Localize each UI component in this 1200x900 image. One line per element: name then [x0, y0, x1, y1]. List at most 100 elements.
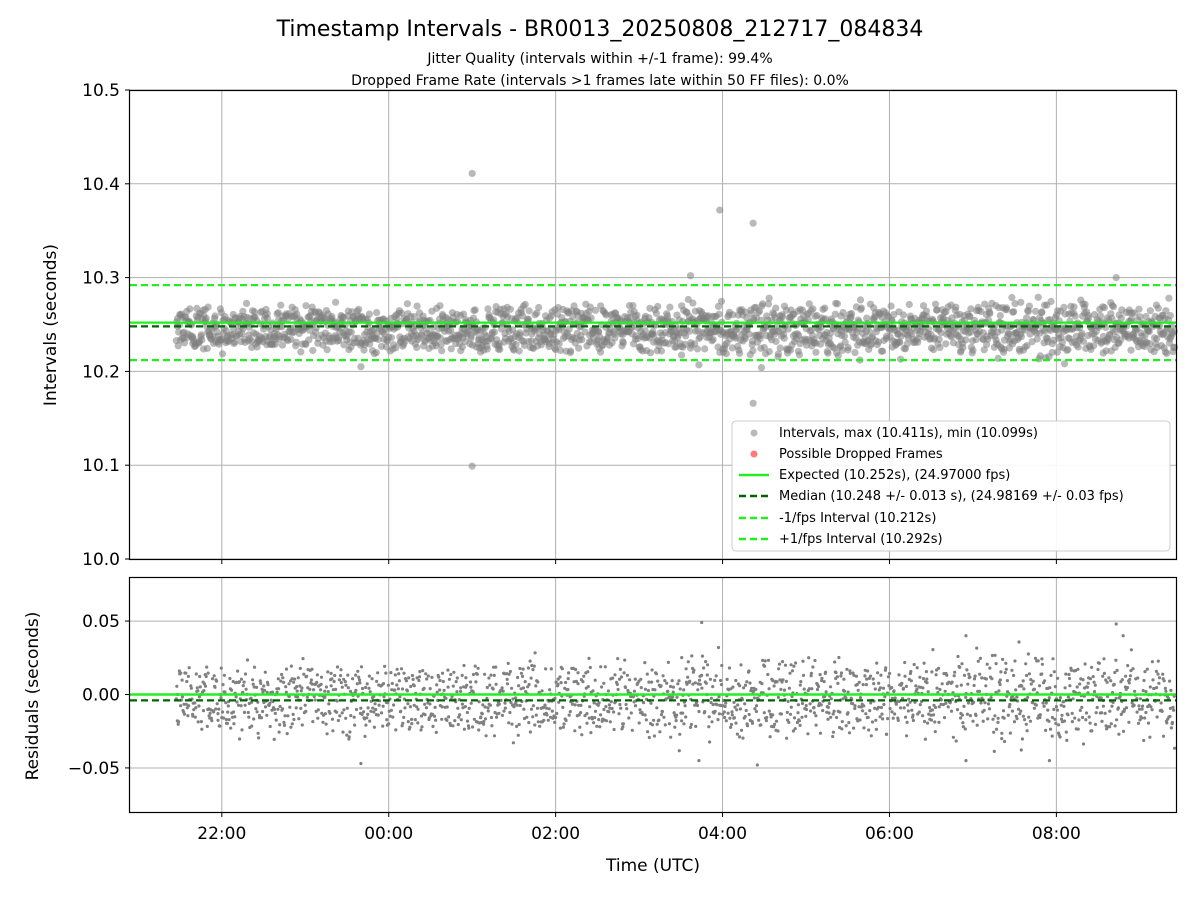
residual-point	[409, 684, 413, 689]
residual-point	[893, 696, 897, 700]
residual-point	[621, 725, 625, 729]
residual-point	[934, 673, 938, 677]
residual-point	[237, 680, 241, 684]
residual-point	[703, 710, 707, 714]
interval-point	[278, 341, 287, 349]
residual-point	[1029, 682, 1033, 686]
interval-point	[302, 302, 310, 310]
residual-outlier-5	[755, 763, 759, 767]
residual-point	[554, 715, 558, 720]
residual-point	[835, 675, 840, 679]
residual-point	[467, 726, 471, 730]
residual-point	[991, 717, 995, 721]
residual-point	[256, 731, 260, 735]
residual-point	[500, 686, 504, 690]
residual-point	[538, 724, 542, 728]
residual-point	[942, 716, 947, 720]
residual-point	[734, 721, 738, 725]
residual-point	[240, 728, 244, 732]
residual-point	[308, 687, 312, 692]
interval-point	[1048, 348, 1056, 357]
residual-point	[943, 689, 947, 693]
residual-point	[198, 674, 202, 679]
residual-point	[262, 684, 266, 688]
residual-point	[508, 669, 512, 674]
residual-point	[218, 724, 222, 728]
residual-point	[587, 656, 591, 661]
residual-point	[236, 669, 240, 673]
interval-point	[292, 338, 300, 346]
residual-point	[562, 722, 566, 726]
residual-point	[379, 711, 384, 715]
interval-point	[931, 300, 940, 308]
residual-point	[458, 713, 462, 717]
interval-point	[654, 302, 662, 311]
residual-point	[722, 710, 726, 714]
residual-point	[705, 673, 709, 677]
interval-point	[759, 300, 767, 308]
residual-point	[711, 702, 715, 707]
residual-point	[1085, 685, 1090, 689]
residual-point	[666, 660, 671, 665]
residual-point	[462, 727, 466, 731]
residual-point	[319, 682, 323, 687]
residual-point	[540, 689, 544, 693]
residual-point	[225, 721, 229, 726]
interval-point	[202, 314, 210, 322]
interval-point	[851, 349, 859, 357]
residual-point	[1060, 713, 1064, 717]
residual-point	[665, 681, 669, 685]
interval-point	[198, 336, 206, 344]
residual-point	[543, 703, 547, 707]
residual-point	[675, 695, 679, 699]
residual-point	[768, 735, 772, 739]
residual-point	[639, 677, 643, 681]
interval-point	[831, 310, 839, 318]
residual-point	[1138, 697, 1143, 701]
residual-point	[633, 704, 638, 708]
residual-point	[521, 667, 525, 671]
residual-point	[925, 677, 929, 681]
residual-point	[1010, 709, 1015, 713]
residual-point	[835, 715, 839, 720]
residual-point	[205, 724, 209, 729]
legend-label-expected: Expected (10.252s), (24.97000 fps)	[779, 468, 1010, 483]
residual-point	[335, 699, 339, 703]
residual-point	[1142, 738, 1146, 743]
residual-point	[874, 727, 879, 732]
residual-point	[316, 708, 320, 712]
residual-point	[1087, 715, 1091, 719]
interval-point	[848, 309, 856, 318]
residual-point	[915, 666, 919, 670]
residual-point	[329, 684, 333, 688]
residual-point	[215, 679, 219, 683]
residual-point	[829, 715, 833, 719]
residual-point	[490, 724, 494, 728]
residual-point	[689, 722, 694, 727]
residual-point	[862, 726, 866, 730]
residual-point	[861, 683, 865, 687]
residual-point	[1053, 685, 1057, 689]
residual-point	[325, 732, 329, 736]
residual-point	[591, 689, 595, 693]
residual-point	[676, 702, 681, 706]
residual-point	[766, 658, 771, 662]
interval-point	[666, 303, 674, 311]
residual-point	[890, 686, 894, 690]
residual-point	[669, 735, 673, 739]
residual-point	[428, 687, 432, 691]
residual-point	[938, 687, 942, 692]
residual-point	[1066, 695, 1070, 699]
residual-point	[1040, 662, 1044, 666]
residual-point	[522, 707, 526, 711]
residual-point	[953, 670, 957, 674]
residual-point	[652, 718, 656, 722]
interval-point	[745, 330, 753, 338]
residual-point	[339, 681, 343, 685]
residual-point	[972, 677, 977, 681]
residual-point	[217, 707, 221, 711]
residual-point	[909, 669, 913, 674]
residual-point	[633, 677, 637, 681]
interval-point	[1031, 307, 1040, 315]
residual-point	[544, 667, 548, 671]
